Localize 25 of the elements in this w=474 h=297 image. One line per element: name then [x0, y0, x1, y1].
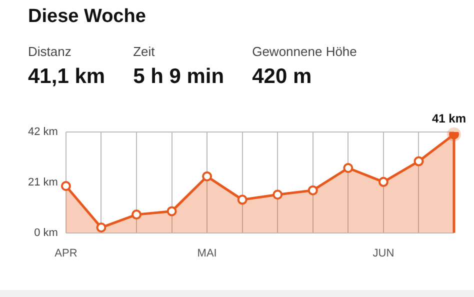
- x-tick-label: MAI: [197, 247, 217, 260]
- point: [132, 210, 142, 220]
- y-tick-label: 21 km: [28, 176, 58, 188]
- text: Gewonnene Höhe: [252, 44, 357, 59]
- point: [202, 171, 212, 182]
- point: [308, 185, 318, 196]
- x-tick-label: APR: [54, 247, 78, 260]
- point: [414, 156, 424, 166]
- point: [237, 194, 248, 205]
- y-tick-label: 42 km: [28, 126, 58, 138]
- point: [378, 176, 388, 187]
- point: [96, 222, 106, 233]
- x-tick-label: JUN: [372, 247, 394, 260]
- point: [166, 206, 177, 216]
- text: 5 h 9 min: [133, 65, 224, 89]
- point: [272, 190, 283, 200]
- point: [60, 181, 71, 191]
- data-label: 41 km: [432, 112, 466, 126]
- chart-title: Diese Woche: [28, 6, 146, 28]
- point: [343, 163, 354, 173]
- y-tick-label: 0 km: [34, 226, 58, 239]
- text: 420 m: [252, 65, 313, 89]
- text: Zeit: [133, 44, 156, 59]
- text: 41,1 km: [28, 65, 106, 89]
- text: Distanz: [28, 44, 72, 59]
